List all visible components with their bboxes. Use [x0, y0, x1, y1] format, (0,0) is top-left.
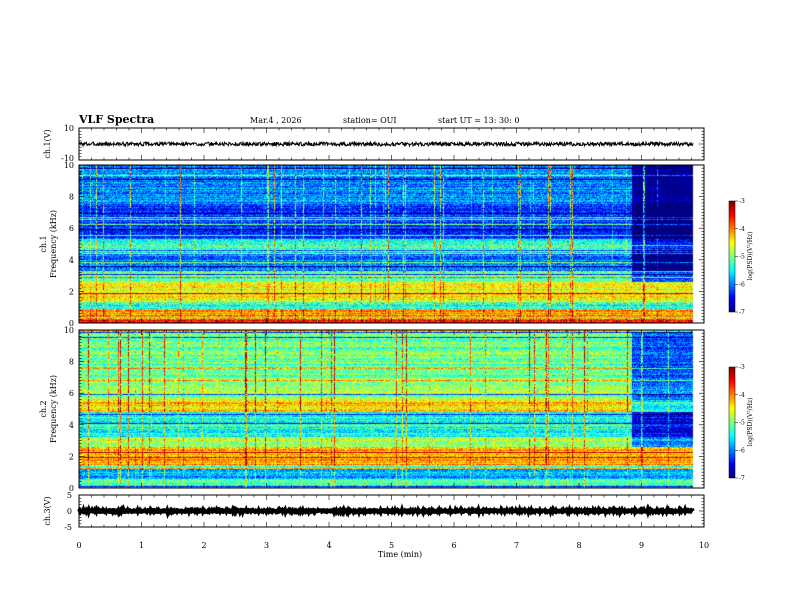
y-tick-label: 6: [69, 389, 74, 398]
colorbar-tick-label: -6: [739, 447, 745, 454]
ch1-spectrogram-ylabel: Frequency (kHz): [49, 210, 58, 278]
x-tick-label: 6: [451, 541, 456, 550]
date-label: Mar.4 , 2026: [250, 116, 302, 125]
x-tick-label: 4: [326, 541, 331, 550]
colorbar-tick-label: -3: [739, 364, 745, 371]
figure-title: VLF Spectra: [78, 113, 154, 126]
ch3-ytick-bottom: -5: [64, 523, 72, 532]
ch2-colorbar: [729, 367, 735, 478]
x-tick-label: 10: [699, 541, 709, 550]
ch1-ytick-top: 10: [64, 124, 74, 133]
colorbar-tick-label: -7: [739, 475, 745, 482]
ch3-ytick-mid: 0: [67, 507, 72, 516]
y-tick-label: 0: [69, 484, 74, 493]
ch1-colorbar-label: log(PSD)(V²/Hz): [747, 232, 754, 281]
y-tick-label: 4: [69, 421, 74, 430]
x-tick-label: 3: [264, 541, 269, 550]
ch1-voltage-panel: 10 -10 ch.1(V): [43, 124, 705, 163]
colorbar-tick-label: -4: [739, 226, 745, 233]
ch1-spectrogram-image: [79, 165, 704, 323]
ch2-spectrogram-ylabel: Frequency (kHz): [49, 375, 58, 443]
colorbar-tick-label: -5: [739, 420, 745, 427]
ch1-colorbar: [729, 201, 735, 312]
y-tick-label: 10: [64, 161, 74, 170]
y-tick-label: 8: [69, 358, 74, 367]
x-tick-label: 9: [639, 541, 644, 550]
x-axis-label: Time (min): [378, 550, 422, 559]
ch1-voltage-ylabel: ch.1(V): [43, 129, 52, 158]
station-label: station= OUI: [343, 116, 397, 125]
ch2-spectrogram-image: [79, 330, 704, 488]
ch2-colorbar-label: log(PSD)(V²/Hz): [747, 398, 754, 447]
x-tick-label: 7: [514, 541, 519, 550]
ch3-ytick-top: 5: [67, 491, 72, 500]
ch3-voltage-panel: 5 0 -5 ch.3(V): [43, 491, 705, 532]
x-tick-label: 5: [389, 541, 394, 550]
colorbar-tick-label: -4: [739, 392, 745, 399]
x-tick-label: 2: [201, 541, 206, 550]
ch1-spectrogram-ylabel-top: ch.1: [39, 235, 48, 252]
y-tick-label: 2: [69, 452, 74, 461]
y-tick-label: 4: [69, 256, 74, 265]
colorbar-tick-label: -3: [739, 198, 745, 205]
ch3-voltage-ylabel: ch.3(V): [43, 496, 52, 525]
start-time-label: start UT = 13: 30: 0: [438, 116, 519, 125]
y-tick-label: 2: [69, 287, 74, 296]
y-tick-label: 0: [69, 319, 74, 328]
colorbar-tick-label: -6: [739, 281, 745, 288]
y-tick-label: 10: [64, 326, 74, 335]
y-tick-label: 8: [69, 193, 74, 202]
colorbar-tick-label: -7: [739, 309, 745, 316]
x-tick-label: 8: [576, 541, 581, 550]
ch2-spectrogram-ylabel-top: ch.2: [39, 400, 48, 417]
colorbar-tick-label: -5: [739, 254, 745, 261]
x-tick-label: 1: [139, 541, 144, 550]
y-tick-label: 6: [69, 224, 74, 233]
ch1-ytick-bottom: -10: [61, 154, 74, 163]
ch3-voltage-trace: [77, 503, 695, 520]
ch1-voltage-trace: [78, 140, 694, 148]
x-tick-label: 0: [76, 541, 81, 550]
